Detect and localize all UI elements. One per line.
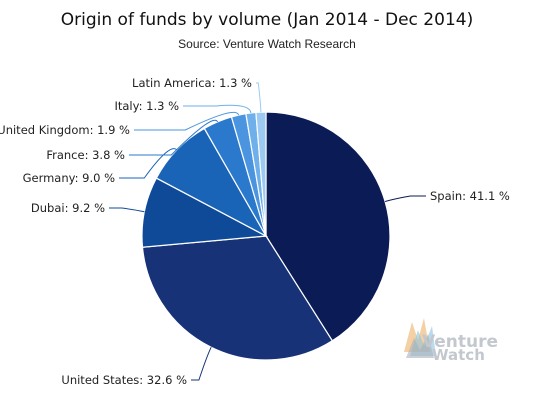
logo-line2: Watch xyxy=(432,346,485,364)
slice-label-united-states: United States: 32.6 % xyxy=(61,373,187,387)
slice-label-united-kingdom: United Kingdom: 1.9 % xyxy=(0,123,130,137)
slice-label-spain: Spain: 41.1 % xyxy=(430,189,510,203)
leader-line-spain xyxy=(384,195,426,202)
leader-lines xyxy=(109,82,426,381)
leader-line-united-states xyxy=(191,346,212,381)
chart-title: Origin of funds by volume (Jan 2014 - De… xyxy=(60,10,474,30)
leader-line-dubai xyxy=(109,207,145,213)
slice-labels: Spain: 41.1 % United States: 32.6 % Dubai:… xyxy=(0,76,510,387)
venture-watch-logo-icon xyxy=(404,318,436,358)
leader-line-italy xyxy=(183,104,252,114)
slice-label-france: France: 3.8 % xyxy=(46,148,125,162)
pie-slice-latin-america xyxy=(255,111,267,237)
pie-slice-spain xyxy=(265,111,391,342)
leader-line-united-kingdom xyxy=(134,111,240,131)
logo-line1: Venture xyxy=(422,332,498,352)
leader-line-latin-america xyxy=(256,82,262,113)
venture-watch-logo: Venture Watch xyxy=(404,318,498,364)
leader-line-france xyxy=(129,119,219,156)
slice-label-germany: Germany: 9.0 % xyxy=(23,171,115,185)
slice-label-dubai: Dubai: 9.2 % xyxy=(31,201,105,215)
pie-slices xyxy=(141,111,391,361)
slice-label-italy: Italy: 1.3 % xyxy=(114,99,179,113)
slice-label-latin-america: Latin America: 1.3 % xyxy=(132,76,252,90)
chart-subtitle: Source: Venture Watch Research xyxy=(178,37,356,51)
